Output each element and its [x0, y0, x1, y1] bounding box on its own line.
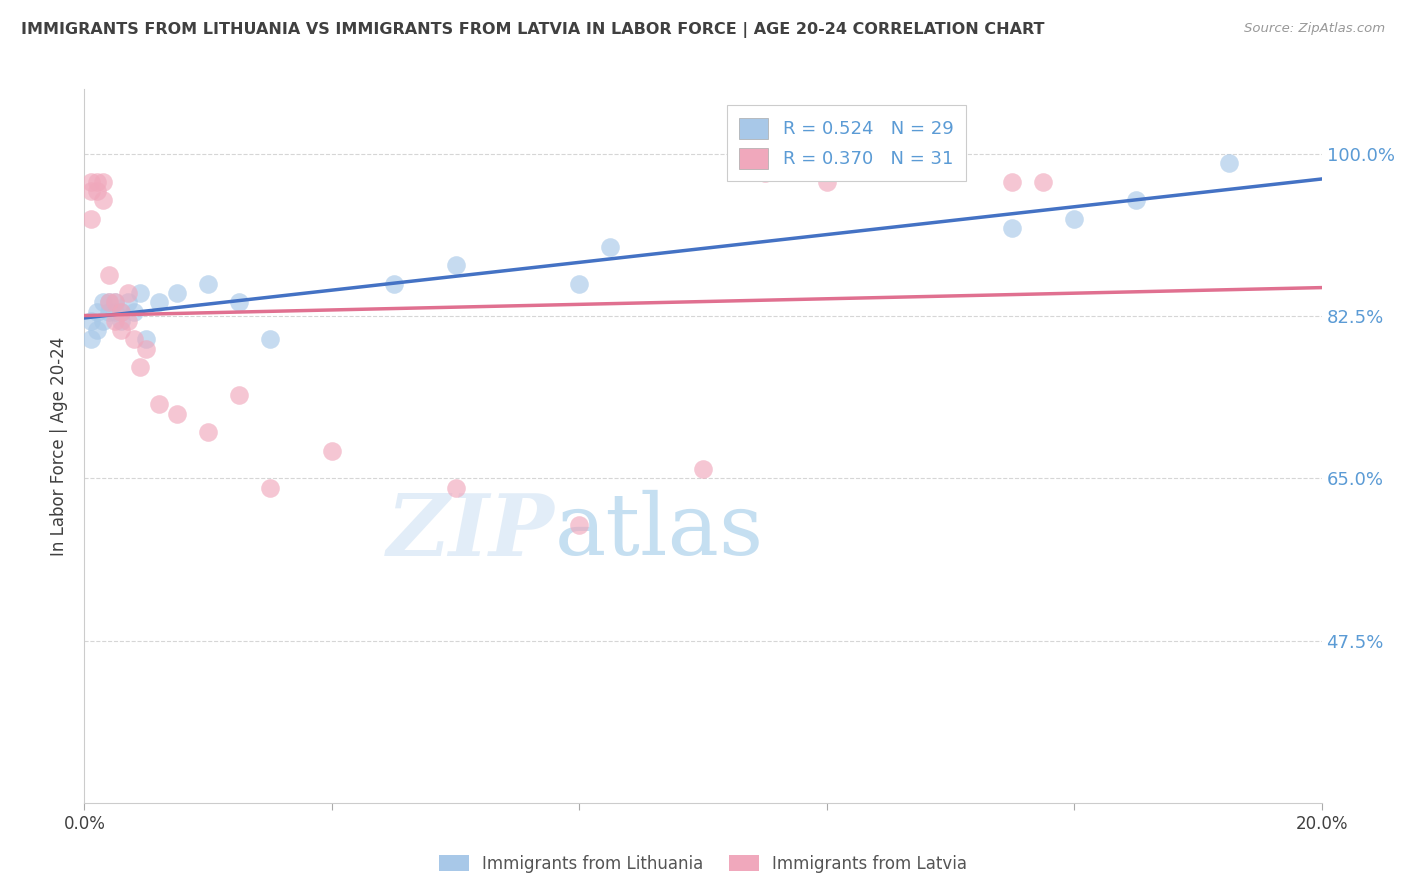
Point	[1032, 175, 1054, 189]
Point	[79, 314, 101, 328]
Point	[122, 304, 145, 318]
Point	[148, 397, 170, 411]
Point	[98, 304, 121, 318]
Legend: R = 0.524   N = 29, R = 0.370   N = 31: R = 0.524 N = 29, R = 0.370 N = 31	[727, 105, 966, 181]
Point	[79, 333, 101, 347]
Point	[1001, 175, 1024, 189]
Point	[86, 175, 108, 189]
Point	[259, 333, 281, 347]
Point	[86, 184, 108, 198]
Point	[98, 295, 121, 310]
Point	[91, 295, 114, 310]
Point	[228, 295, 250, 310]
Point	[86, 304, 108, 318]
Point	[228, 388, 250, 402]
Point	[79, 184, 101, 198]
Point	[110, 314, 132, 328]
Point	[197, 277, 219, 291]
Point	[110, 304, 132, 318]
Point	[104, 314, 127, 328]
Point	[444, 258, 467, 272]
Point	[117, 314, 139, 328]
Point	[79, 211, 101, 226]
Point	[98, 268, 121, 282]
Point	[104, 295, 127, 310]
Point	[129, 286, 152, 301]
Point	[568, 277, 591, 291]
Point	[259, 481, 281, 495]
Point	[599, 240, 621, 254]
Point	[104, 304, 127, 318]
Point	[86, 323, 108, 337]
Point	[117, 295, 139, 310]
Point	[1125, 194, 1147, 208]
Y-axis label: In Labor Force | Age 20-24: In Labor Force | Age 20-24	[51, 336, 69, 556]
Text: IMMIGRANTS FROM LITHUANIA VS IMMIGRANTS FROM LATVIA IN LABOR FORCE | AGE 20-24 C: IMMIGRANTS FROM LITHUANIA VS IMMIGRANTS …	[21, 22, 1045, 38]
Point	[129, 360, 152, 375]
Point	[1063, 211, 1085, 226]
Point	[321, 443, 343, 458]
Point	[444, 481, 467, 495]
Point	[197, 425, 219, 439]
Point	[110, 304, 132, 318]
Text: Source: ZipAtlas.com: Source: ZipAtlas.com	[1244, 22, 1385, 36]
Point	[104, 295, 127, 310]
Point	[135, 342, 157, 356]
Point	[110, 323, 132, 337]
Point	[692, 462, 714, 476]
Point	[91, 314, 114, 328]
Point	[166, 286, 188, 301]
Legend: Immigrants from Lithuania, Immigrants from Latvia: Immigrants from Lithuania, Immigrants fr…	[433, 848, 973, 880]
Point	[79, 175, 101, 189]
Point	[382, 277, 405, 291]
Point	[1218, 156, 1240, 170]
Point	[1001, 221, 1024, 235]
Point	[135, 333, 157, 347]
Point	[568, 517, 591, 532]
Point	[148, 295, 170, 310]
Point	[815, 175, 838, 189]
Point	[117, 286, 139, 301]
Point	[91, 194, 114, 208]
Point	[754, 166, 776, 180]
Point	[166, 407, 188, 421]
Text: atlas: atlas	[554, 490, 763, 574]
Text: ZIP: ZIP	[387, 490, 554, 574]
Point	[122, 333, 145, 347]
Point	[91, 175, 114, 189]
Point	[98, 295, 121, 310]
